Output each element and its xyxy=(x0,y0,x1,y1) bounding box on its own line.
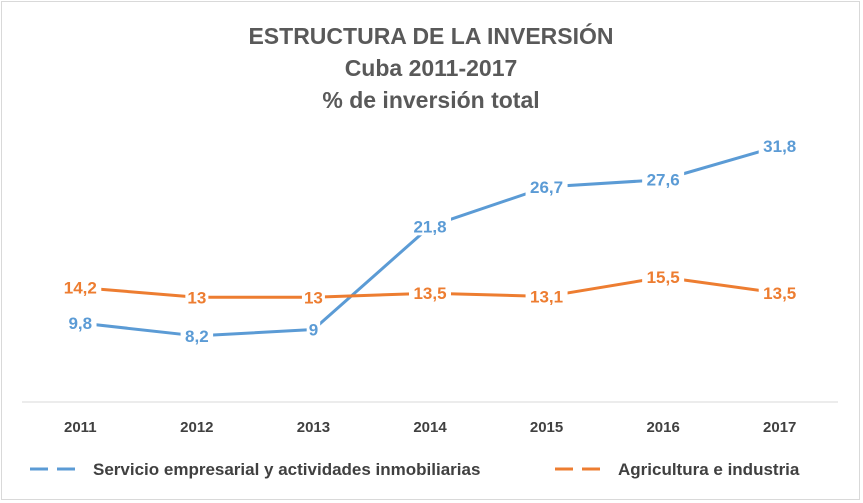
data-label-agricultura-2017: 13,5 xyxy=(763,284,796,303)
data-label-agricultura-2014: 13,5 xyxy=(413,284,446,303)
data-label-bg-servicio-2012 xyxy=(180,324,214,345)
x-tick-label-2014: 2014 xyxy=(413,419,447,436)
x-axis-ticks: 2011 2012 2013 2014 2015 2016 2017 xyxy=(64,419,796,436)
legend-item-servicio[interactable]: Servicio empresarial y actividades inmob… xyxy=(30,460,480,479)
data-label-bg-agricultura-2017 xyxy=(758,282,801,303)
legend-label-agricultura: Agricultura e industria xyxy=(618,460,800,479)
chart-title-line-1: ESTRUCTURA DE LA INVERSIÓN xyxy=(248,22,613,49)
legend-label-servicio: Servicio empresarial y actividades inmob… xyxy=(93,460,480,479)
data-label-servicio-2011: 9,8 xyxy=(68,314,92,333)
data-label-servicio-2015: 26,7 xyxy=(530,178,563,197)
x-tick-label-2017: 2017 xyxy=(763,419,796,436)
data-label-bg-agricultura-2011 xyxy=(59,276,102,297)
data-label-servicio-2013: 9 xyxy=(309,320,318,339)
chart-title-line-2: Cuba 2011-2017 xyxy=(345,55,518,81)
data-label-bg-servicio-2015 xyxy=(525,175,568,196)
data-label-bg-servicio-2016 xyxy=(642,168,685,189)
data-label-servicio-2014: 21,8 xyxy=(413,217,446,236)
data-label-bg-servicio-2013 xyxy=(306,318,321,339)
x-tick-label-2011: 2011 xyxy=(64,419,97,436)
data-label-bg-agricultura-2012 xyxy=(185,286,209,307)
data-label-servicio-2016: 27,6 xyxy=(647,171,680,190)
data-label-bg-agricultura-2015 xyxy=(525,285,568,306)
data-label-servicio-2012: 8,2 xyxy=(185,327,209,346)
data-label-bg-agricultura-2014 xyxy=(409,282,451,303)
data-label-servicio-2017: 31,8 xyxy=(763,137,796,156)
data-label-agricultura-2012: 13 xyxy=(187,288,206,307)
data-label-bg-agricultura-2016 xyxy=(642,266,685,287)
data-labels: 9,8 8,2 9 21,8 26,7 27,6 31,8 14,2 13 13 13,5 13,1 1… xyxy=(59,134,801,346)
x-tick-label-2012: 2012 xyxy=(180,419,213,436)
legend: Servicio empresarial y actividades inmob… xyxy=(30,460,800,479)
chart-title-line-3: % de inversión total xyxy=(322,87,539,113)
data-label-agricultura-2016: 15,5 xyxy=(647,268,680,287)
data-label-agricultura-2011: 14,2 xyxy=(64,279,97,298)
data-label-bg-servicio-2014 xyxy=(409,215,451,236)
x-tick-label-2013: 2013 xyxy=(297,419,330,436)
data-label-bg-agricultura-2013 xyxy=(301,286,325,307)
data-label-bg-servicio-2017 xyxy=(758,134,801,155)
data-label-bg-servicio-2011 xyxy=(64,312,97,333)
x-tick-label-2016: 2016 xyxy=(646,419,679,436)
data-label-agricultura-2015: 13,1 xyxy=(530,287,563,306)
data-label-agricultura-2013: 13 xyxy=(304,288,323,307)
x-tick-label-2015: 2015 xyxy=(530,419,563,436)
legend-item-agricultura[interactable]: Agricultura e industria xyxy=(555,460,800,479)
